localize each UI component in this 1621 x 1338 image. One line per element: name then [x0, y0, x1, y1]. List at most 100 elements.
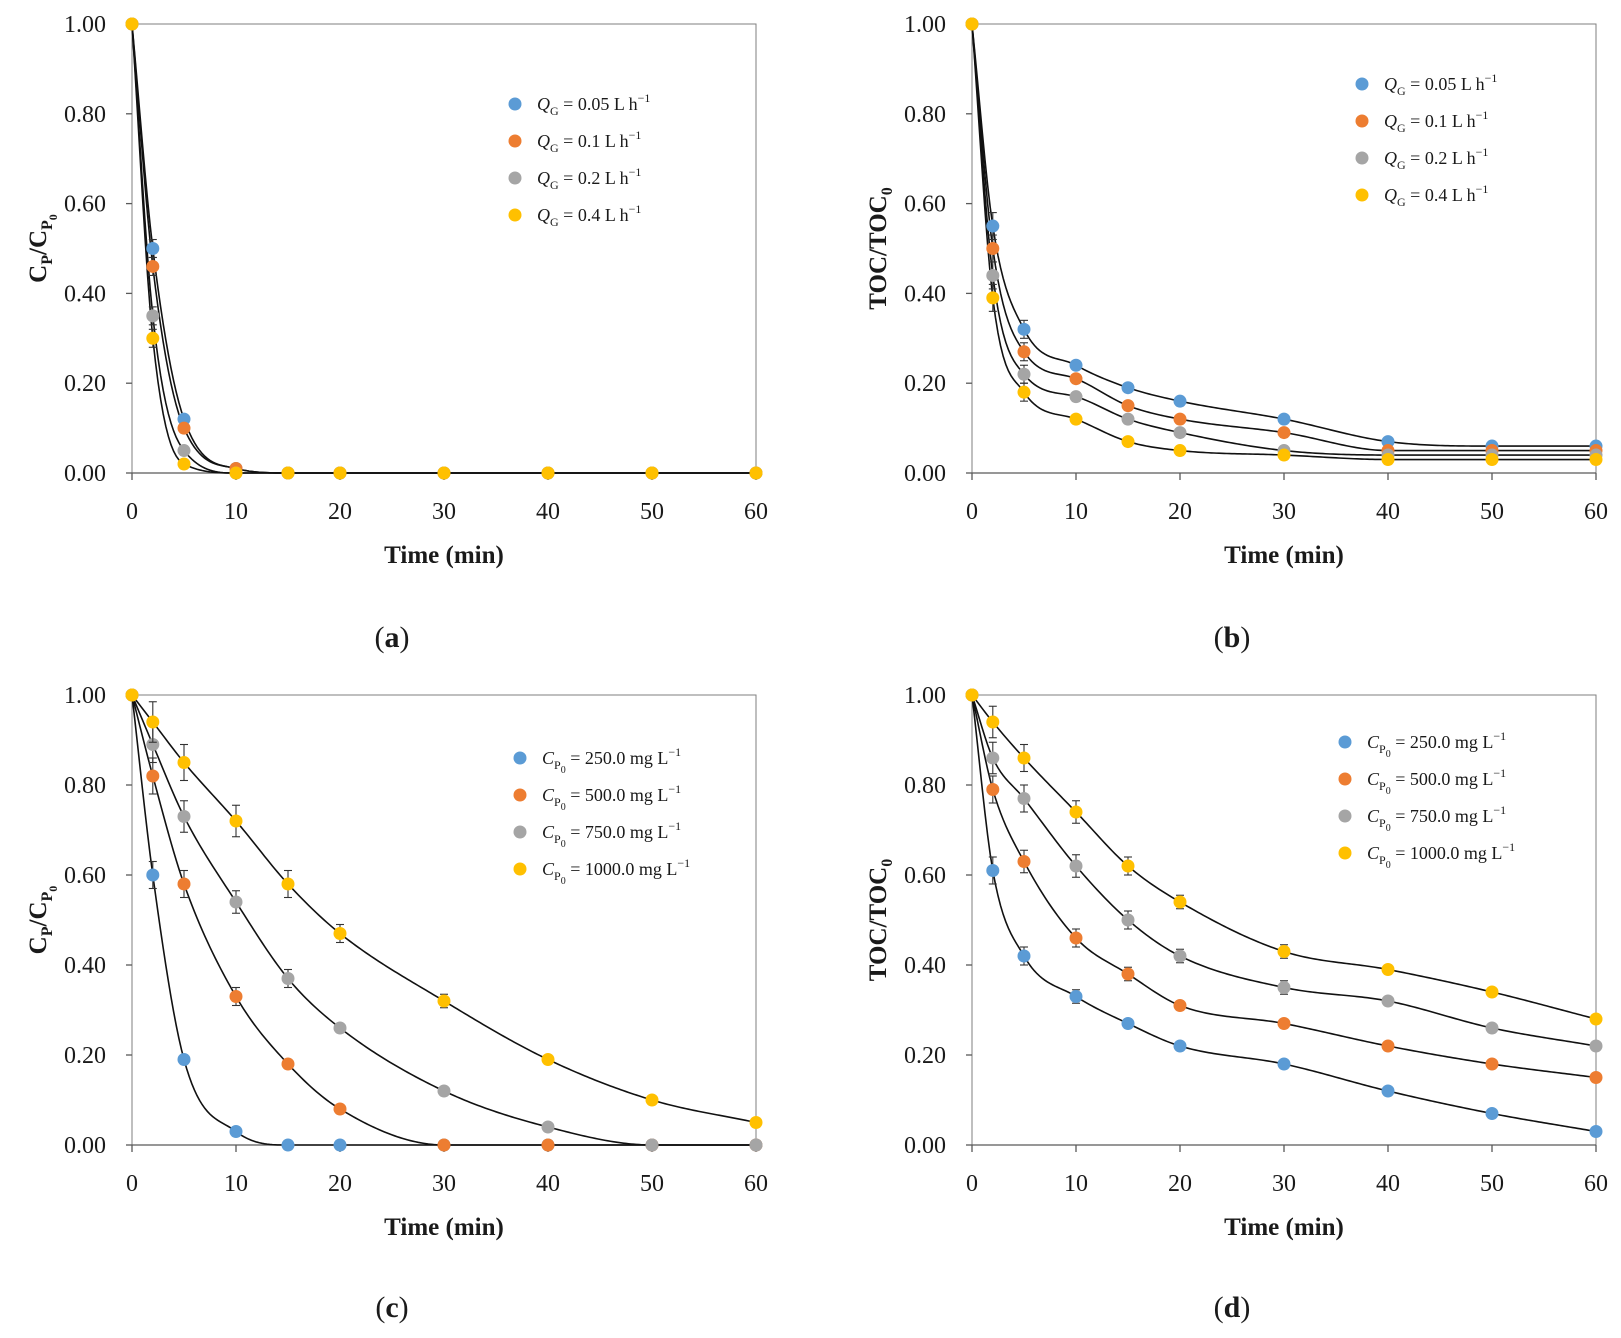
x-tick-label: 60	[744, 499, 768, 525]
legend-marker	[1338, 809, 1352, 823]
x-tick-label: 50	[640, 1171, 664, 1197]
x-axis-title: Time (min)	[1224, 542, 1344, 569]
data-point	[1017, 855, 1031, 868]
legend-marker	[1355, 151, 1369, 165]
data-point	[281, 466, 295, 480]
data-point	[645, 1138, 659, 1152]
y-tick-label: 0.00	[904, 461, 946, 487]
x-tick-label: 10	[1064, 1171, 1088, 1197]
data-point	[437, 1084, 451, 1098]
data-point	[177, 756, 191, 769]
data-point	[1173, 426, 1187, 440]
panel-label: (a)	[375, 621, 410, 654]
x-tick-label: 20	[1168, 499, 1192, 525]
data-point	[333, 1021, 347, 1035]
data-point	[1173, 412, 1187, 426]
data-point	[1381, 1084, 1395, 1098]
data-point	[281, 877, 295, 891]
x-tick-label: 20	[1168, 1171, 1192, 1197]
data-point	[986, 751, 1000, 765]
legend: CP0 = 250.0 mg L−1 CP0 = 500.0 mg L−1 CP0 …	[513, 745, 690, 887]
data-point	[1121, 967, 1135, 981]
x-tick-label: 60	[1584, 499, 1608, 525]
legend-marker	[1338, 846, 1352, 860]
data-point	[1017, 385, 1031, 399]
y-tick-label: 0.00	[64, 1133, 106, 1159]
data-point	[333, 1102, 347, 1116]
panel-label: (b)	[1214, 621, 1251, 654]
model-curve-2	[131, 23, 756, 474]
data-point	[1277, 1017, 1291, 1030]
x-tick-label: 60	[744, 1171, 768, 1197]
y-tick-label: 1.00	[904, 12, 946, 38]
data-point	[1485, 1021, 1499, 1035]
legend-marker	[1355, 114, 1369, 128]
data-point	[1121, 399, 1135, 413]
plot-frame	[971, 694, 1597, 1146]
legend-entry: CP0 = 750.0 mg L−1	[1367, 803, 1506, 834]
data-point	[1485, 1107, 1499, 1120]
data-point	[437, 1138, 451, 1152]
series-3	[965, 688, 1603, 1053]
data-point	[229, 1125, 243, 1138]
data-point	[146, 309, 160, 323]
data-point	[1173, 444, 1187, 458]
x-axis-title: Time (min)	[384, 1214, 504, 1241]
data-point	[1173, 949, 1187, 963]
model-curve-3	[131, 23, 756, 474]
data-point	[229, 895, 243, 909]
x-tick-label: 40	[536, 1171, 560, 1197]
data-point	[986, 864, 1000, 877]
y-tick-label: 0.60	[64, 192, 106, 218]
data-point	[1017, 322, 1031, 336]
legend-entry: CP0 = 1000.0 mg L−1	[1367, 840, 1515, 871]
data-point	[146, 259, 160, 273]
data-point	[1069, 805, 1083, 819]
data-point	[1485, 985, 1499, 999]
data-point	[281, 1057, 295, 1071]
x-tick-label: 30	[1272, 1171, 1296, 1197]
data-point	[749, 1116, 763, 1129]
data-point	[965, 17, 979, 31]
data-point	[333, 927, 347, 940]
series-4	[965, 17, 1603, 467]
data-point	[986, 219, 1000, 233]
data-point	[1173, 1039, 1187, 1053]
data-point	[1017, 367, 1031, 381]
legend-entry: QG = 0.1 L h−1	[537, 128, 641, 155]
data-point	[965, 688, 979, 702]
legend-entry: CP0 = 500.0 mg L−1	[542, 782, 681, 813]
data-point	[229, 466, 243, 480]
data-point	[333, 1138, 347, 1152]
legend: QG = 0.05 L h−1 QG = 0.1 L h−1 QG = 0.2 L …	[508, 91, 650, 229]
series-2	[125, 17, 763, 480]
data-point	[1381, 963, 1395, 976]
y-tick-label: 0.20	[904, 1043, 946, 1069]
x-tick-label: 40	[1376, 1171, 1400, 1197]
data-point	[1069, 358, 1083, 372]
x-tick-label: 10	[224, 1171, 248, 1197]
x-axis-title: Time (min)	[1224, 1214, 1344, 1241]
data-point	[1277, 945, 1291, 958]
x-tick-label: 10	[1064, 499, 1088, 525]
y-axis-title: TOC/TOC0	[865, 859, 896, 981]
data-point	[1381, 435, 1395, 449]
data-point	[1069, 372, 1083, 386]
data-point	[281, 972, 295, 985]
data-point	[1121, 435, 1135, 449]
y-tick-label: 1.00	[904, 683, 946, 709]
data-point	[229, 990, 243, 1003]
data-point	[437, 994, 451, 1008]
x-tick-label: 30	[432, 1171, 456, 1197]
chart-panel-a: 0.00 0.20 0.40 0.60 0.80 1.00 0 10 20 30 40 50 60 Tim…	[25, 12, 768, 654]
y-tick-label: 0.20	[904, 371, 946, 397]
series-1	[125, 17, 763, 480]
x-tick-label: 50	[1480, 1171, 1504, 1197]
series-2	[965, 688, 1603, 1084]
data-point	[1589, 1125, 1603, 1138]
data-point	[1017, 949, 1031, 963]
data-point	[1121, 1017, 1135, 1030]
x-axis-title: Time (min)	[384, 542, 504, 569]
data-point	[1017, 345, 1031, 359]
